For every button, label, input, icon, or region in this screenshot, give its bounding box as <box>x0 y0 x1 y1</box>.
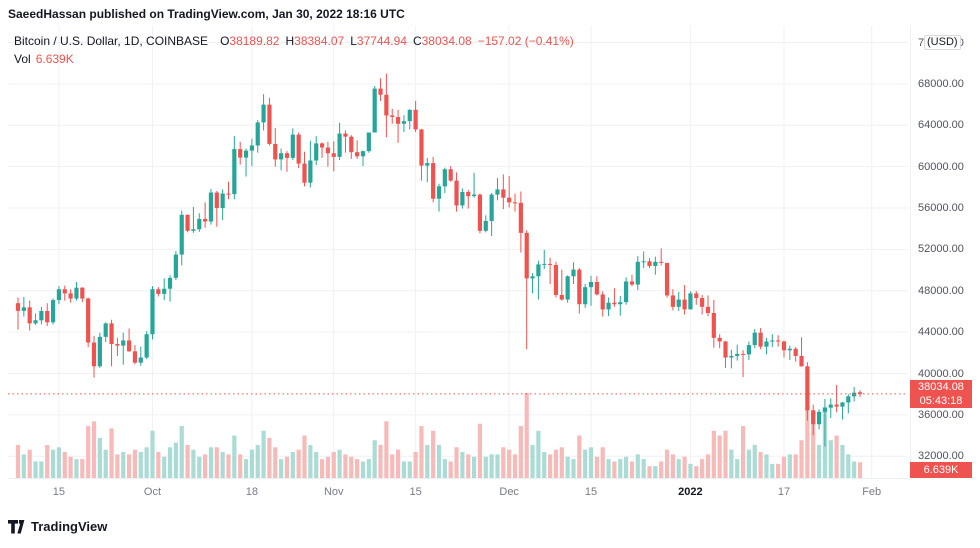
price-pane[interactable] <box>8 26 908 478</box>
symbol-legend: Bitcoin / U.S. Dollar, 1D, COINBASE O3818… <box>14 34 574 48</box>
price-axis[interactable]: 32000.00 36000.00 40000.00 44000.00 48000.00… <box>910 26 973 478</box>
price-tick-label: 48000.00 <box>918 284 964 297</box>
time-tick-label: Dec <box>499 486 519 498</box>
last-price-badge: 38034.08 05:43:18 <box>910 379 972 408</box>
time-tick-label: 15 <box>52 486 66 498</box>
close-label: C <box>412 34 422 48</box>
price-tick-label: 44000.00 <box>918 326 964 339</box>
footer: TradingView <box>8 519 107 534</box>
tradingview-wordmark[interactable]: TradingView <box>31 519 108 534</box>
time-tick-label: Oct <box>143 486 162 498</box>
close-value: 38034.08 <box>421 34 472 48</box>
publish-attribution: SaeedHassan published on TradingView.com… <box>8 7 405 21</box>
price-tick-label: 64000.00 <box>918 119 964 132</box>
symbol-title: Bitcoin / U.S. Dollar, 1D, COINBASE <box>14 34 209 48</box>
open-value: 38189.82 <box>229 34 280 48</box>
price-tick-label: 36000.00 <box>918 408 964 421</box>
high-value: 38384.07 <box>294 34 345 48</box>
change-value: −157.02 (−0.41%) <box>477 34 574 48</box>
time-axis[interactable]: 15 Oct 18 Nov 15 Dec 15 2022 17 Feb <box>8 478 908 509</box>
last-price-value: 38034.08 <box>918 380 964 393</box>
volume-value-badge: 6.639K <box>910 462 972 478</box>
volume-value: 6.639K <box>35 52 74 66</box>
high-label: H <box>285 34 295 48</box>
volume-label: Vol <box>14 52 31 66</box>
open-label: O <box>220 34 230 48</box>
currency-unit-label: (USD) <box>924 34 961 50</box>
price-tick-label: 68000.00 <box>918 77 964 90</box>
price-tick-label: 40000.00 <box>918 367 964 380</box>
time-tick-label: Feb <box>862 486 882 498</box>
low-label: L <box>350 34 357 48</box>
time-tick-label: 2022 <box>678 486 703 498</box>
time-tick-label: Nov <box>323 486 344 498</box>
time-tick-label: 15 <box>584 486 598 498</box>
candlestick-chart[interactable] <box>8 26 908 478</box>
time-tick-label: 18 <box>245 486 258 498</box>
price-tick-label: 52000.00 <box>918 243 964 256</box>
volume-legend: Vol 6.639K <box>14 52 74 66</box>
price-tick-label: 32000.00 <box>918 450 964 463</box>
time-tick-label: 15 <box>409 486 422 498</box>
countdown-timer: 05:43:18 <box>919 394 963 407</box>
low-value: 37744.94 <box>356 34 407 48</box>
chart-frame: Bitcoin / U.S. Dollar, 1D, COINBASE O3818… <box>8 26 972 512</box>
price-tick-label: 56000.00 <box>918 202 964 215</box>
price-tick-label: 60000.00 <box>918 160 964 173</box>
time-tick-label: 17 <box>777 486 791 498</box>
tradingview-logo-icon[interactable] <box>8 519 25 534</box>
